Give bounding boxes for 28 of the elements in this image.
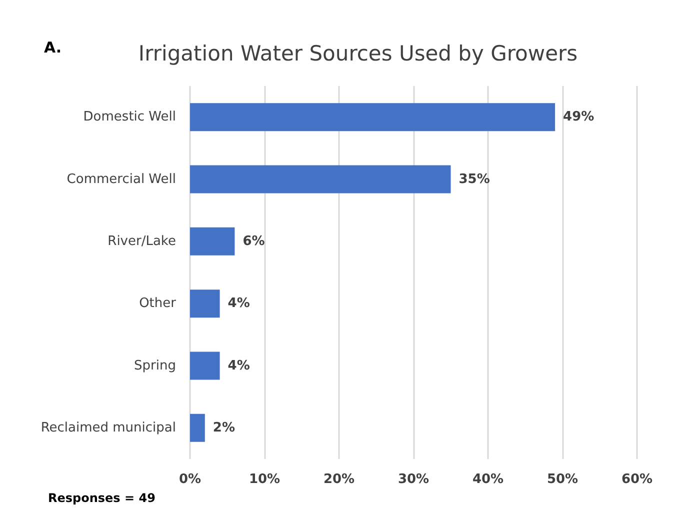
text: A. — [44, 38, 62, 56]
y-tick-label: Reclaimed municipal — [40, 420, 176, 436]
x-tick-label: 0% — [178, 472, 202, 487]
y-tick-label: Spring — [134, 358, 176, 374]
bar — [190, 414, 205, 442]
y-tick-label: Commercial Well — [66, 172, 176, 187]
x-tick-label: 50% — [546, 472, 578, 487]
chart-title: Irrigation Water Sources Used by Growers — [138, 42, 578, 66]
data-label: 6% — [242, 234, 265, 249]
bar — [190, 165, 451, 194]
y-tick-label: Domestic Well — [83, 110, 176, 125]
data-label: 4% — [228, 358, 250, 374]
x-tick-label: 20% — [323, 472, 355, 487]
data-label: 2% — [212, 420, 235, 436]
bar — [190, 290, 220, 318]
y-tick-label: River/Lake — [108, 234, 176, 249]
bar — [190, 103, 556, 132]
x-tick-label: 10% — [248, 472, 280, 487]
data-label: 4% — [228, 296, 250, 312]
x-tick-label: 30% — [398, 472, 430, 487]
bar — [190, 352, 220, 380]
y-tick-label: Other — [139, 296, 177, 312]
x-tick-label: 40% — [472, 472, 504, 487]
data-label: 35% — [458, 172, 490, 187]
bar — [190, 227, 235, 256]
x-tick-label: 60% — [621, 472, 653, 487]
text: Responses = 49 — [48, 491, 156, 505]
data-label: 49% — [563, 110, 594, 125]
